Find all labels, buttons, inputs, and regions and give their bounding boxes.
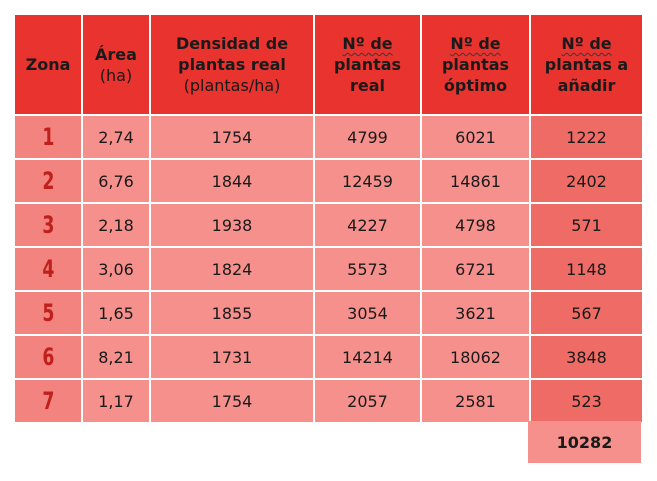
area-cell: 1,65 bbox=[81, 290, 151, 336]
optimo-cell: 6021 bbox=[420, 114, 531, 160]
zone-cell: 1 bbox=[13, 114, 83, 160]
zone-cell: 4 bbox=[13, 246, 83, 292]
optimo-cell: 4798 bbox=[420, 202, 531, 248]
header-zona: Zona bbox=[13, 13, 83, 116]
zone-cell: 2 bbox=[13, 158, 83, 204]
area-cell: 2,18 bbox=[81, 202, 151, 248]
real-cell: 14214 bbox=[313, 334, 422, 380]
header-optimo-line2: plantas bbox=[441, 55, 510, 74]
anadir-cell: 2402 bbox=[529, 158, 644, 204]
header-real-line1: Nº de bbox=[342, 34, 393, 53]
densidad-cell: 1844 bbox=[149, 158, 315, 204]
anadir-cell: 571 bbox=[529, 202, 644, 248]
optimo-cell: 2581 bbox=[420, 378, 531, 424]
header-anadir: Nº de plantas a añadir bbox=[529, 13, 644, 116]
area-cell: 1,17 bbox=[81, 378, 151, 424]
table-row: 3 2,18 1938 4227 4798 571 bbox=[13, 202, 644, 248]
densidad-cell: 1754 bbox=[149, 378, 315, 424]
real-cell: 4227 bbox=[313, 202, 422, 248]
real-cell: 12459 bbox=[313, 158, 422, 204]
densidad-cell: 1731 bbox=[149, 334, 315, 380]
header-row: Zona Área (ha) Densidad de plantas real … bbox=[13, 13, 644, 116]
plants-table: Zona Área (ha) Densidad de plantas real … bbox=[13, 13, 644, 424]
header-real-line2: plantas bbox=[333, 55, 402, 74]
header-real-line3: real bbox=[349, 76, 386, 95]
header-area-label: Área bbox=[95, 44, 137, 64]
anadir-cell: 3848 bbox=[529, 334, 644, 380]
header-densidad: Densidad de plantas real (plantas/ha) bbox=[149, 13, 315, 116]
area-cell: 2,74 bbox=[81, 114, 151, 160]
table-row: 5 1,65 1855 3054 3621 567 bbox=[13, 290, 644, 336]
area-cell: 3,06 bbox=[81, 246, 151, 292]
optimo-cell: 6721 bbox=[420, 246, 531, 292]
optimo-cell: 14861 bbox=[420, 158, 531, 204]
area-cell: 6,76 bbox=[81, 158, 151, 204]
zone-cell: 7 bbox=[13, 378, 83, 424]
header-optimo-line1: Nº de bbox=[450, 34, 501, 53]
anadir-cell: 1148 bbox=[529, 246, 644, 292]
anadir-cell: 1222 bbox=[529, 114, 644, 160]
header-real: Nº de plantas real bbox=[313, 13, 422, 116]
header-densidad-unit: (plantas/ha) bbox=[183, 76, 281, 95]
table-row: 7 1,17 1754 2057 2581 523 bbox=[13, 378, 644, 424]
header-densidad-line2: plantas real bbox=[178, 55, 286, 74]
table-row: 4 3,06 1824 5573 6721 1148 bbox=[13, 246, 644, 292]
header-optimo-line3: óptimo bbox=[443, 76, 508, 95]
densidad-cell: 1824 bbox=[149, 246, 315, 292]
header-optimo: Nº de plantas óptimo bbox=[420, 13, 531, 116]
real-cell: 3054 bbox=[313, 290, 422, 336]
densidad-cell: 1938 bbox=[149, 202, 315, 248]
anadir-cell: 523 bbox=[529, 378, 644, 424]
optimo-cell: 3621 bbox=[420, 290, 531, 336]
densidad-cell: 1754 bbox=[149, 114, 315, 160]
header-area-unit: (ha) bbox=[99, 65, 133, 85]
real-cell: 2057 bbox=[313, 378, 422, 424]
densidad-cell: 1855 bbox=[149, 290, 315, 336]
real-cell: 4799 bbox=[313, 114, 422, 160]
table-row: 6 8,21 1731 14214 18062 3848 bbox=[13, 334, 644, 380]
total-cell: 10282 bbox=[528, 421, 641, 463]
zone-cell: 3 bbox=[13, 202, 83, 248]
zone-cell: 6 bbox=[13, 334, 83, 380]
zone-cell: 5 bbox=[13, 290, 83, 336]
anadir-cell: 567 bbox=[529, 290, 644, 336]
header-area: Área (ha) bbox=[81, 13, 151, 116]
table-row: 2 6,76 1844 12459 14861 2402 bbox=[13, 158, 644, 204]
area-cell: 8,21 bbox=[81, 334, 151, 380]
optimo-cell: 18062 bbox=[420, 334, 531, 380]
header-anadir-line2: plantas a bbox=[544, 55, 629, 74]
header-anadir-line3: añadir bbox=[557, 76, 616, 95]
table-row: 1 2,74 1754 4799 6021 1222 bbox=[13, 114, 644, 160]
header-densidad-line1: Densidad de bbox=[175, 34, 289, 53]
real-cell: 5573 bbox=[313, 246, 422, 292]
header-anadir-line1: Nº de bbox=[561, 34, 612, 53]
